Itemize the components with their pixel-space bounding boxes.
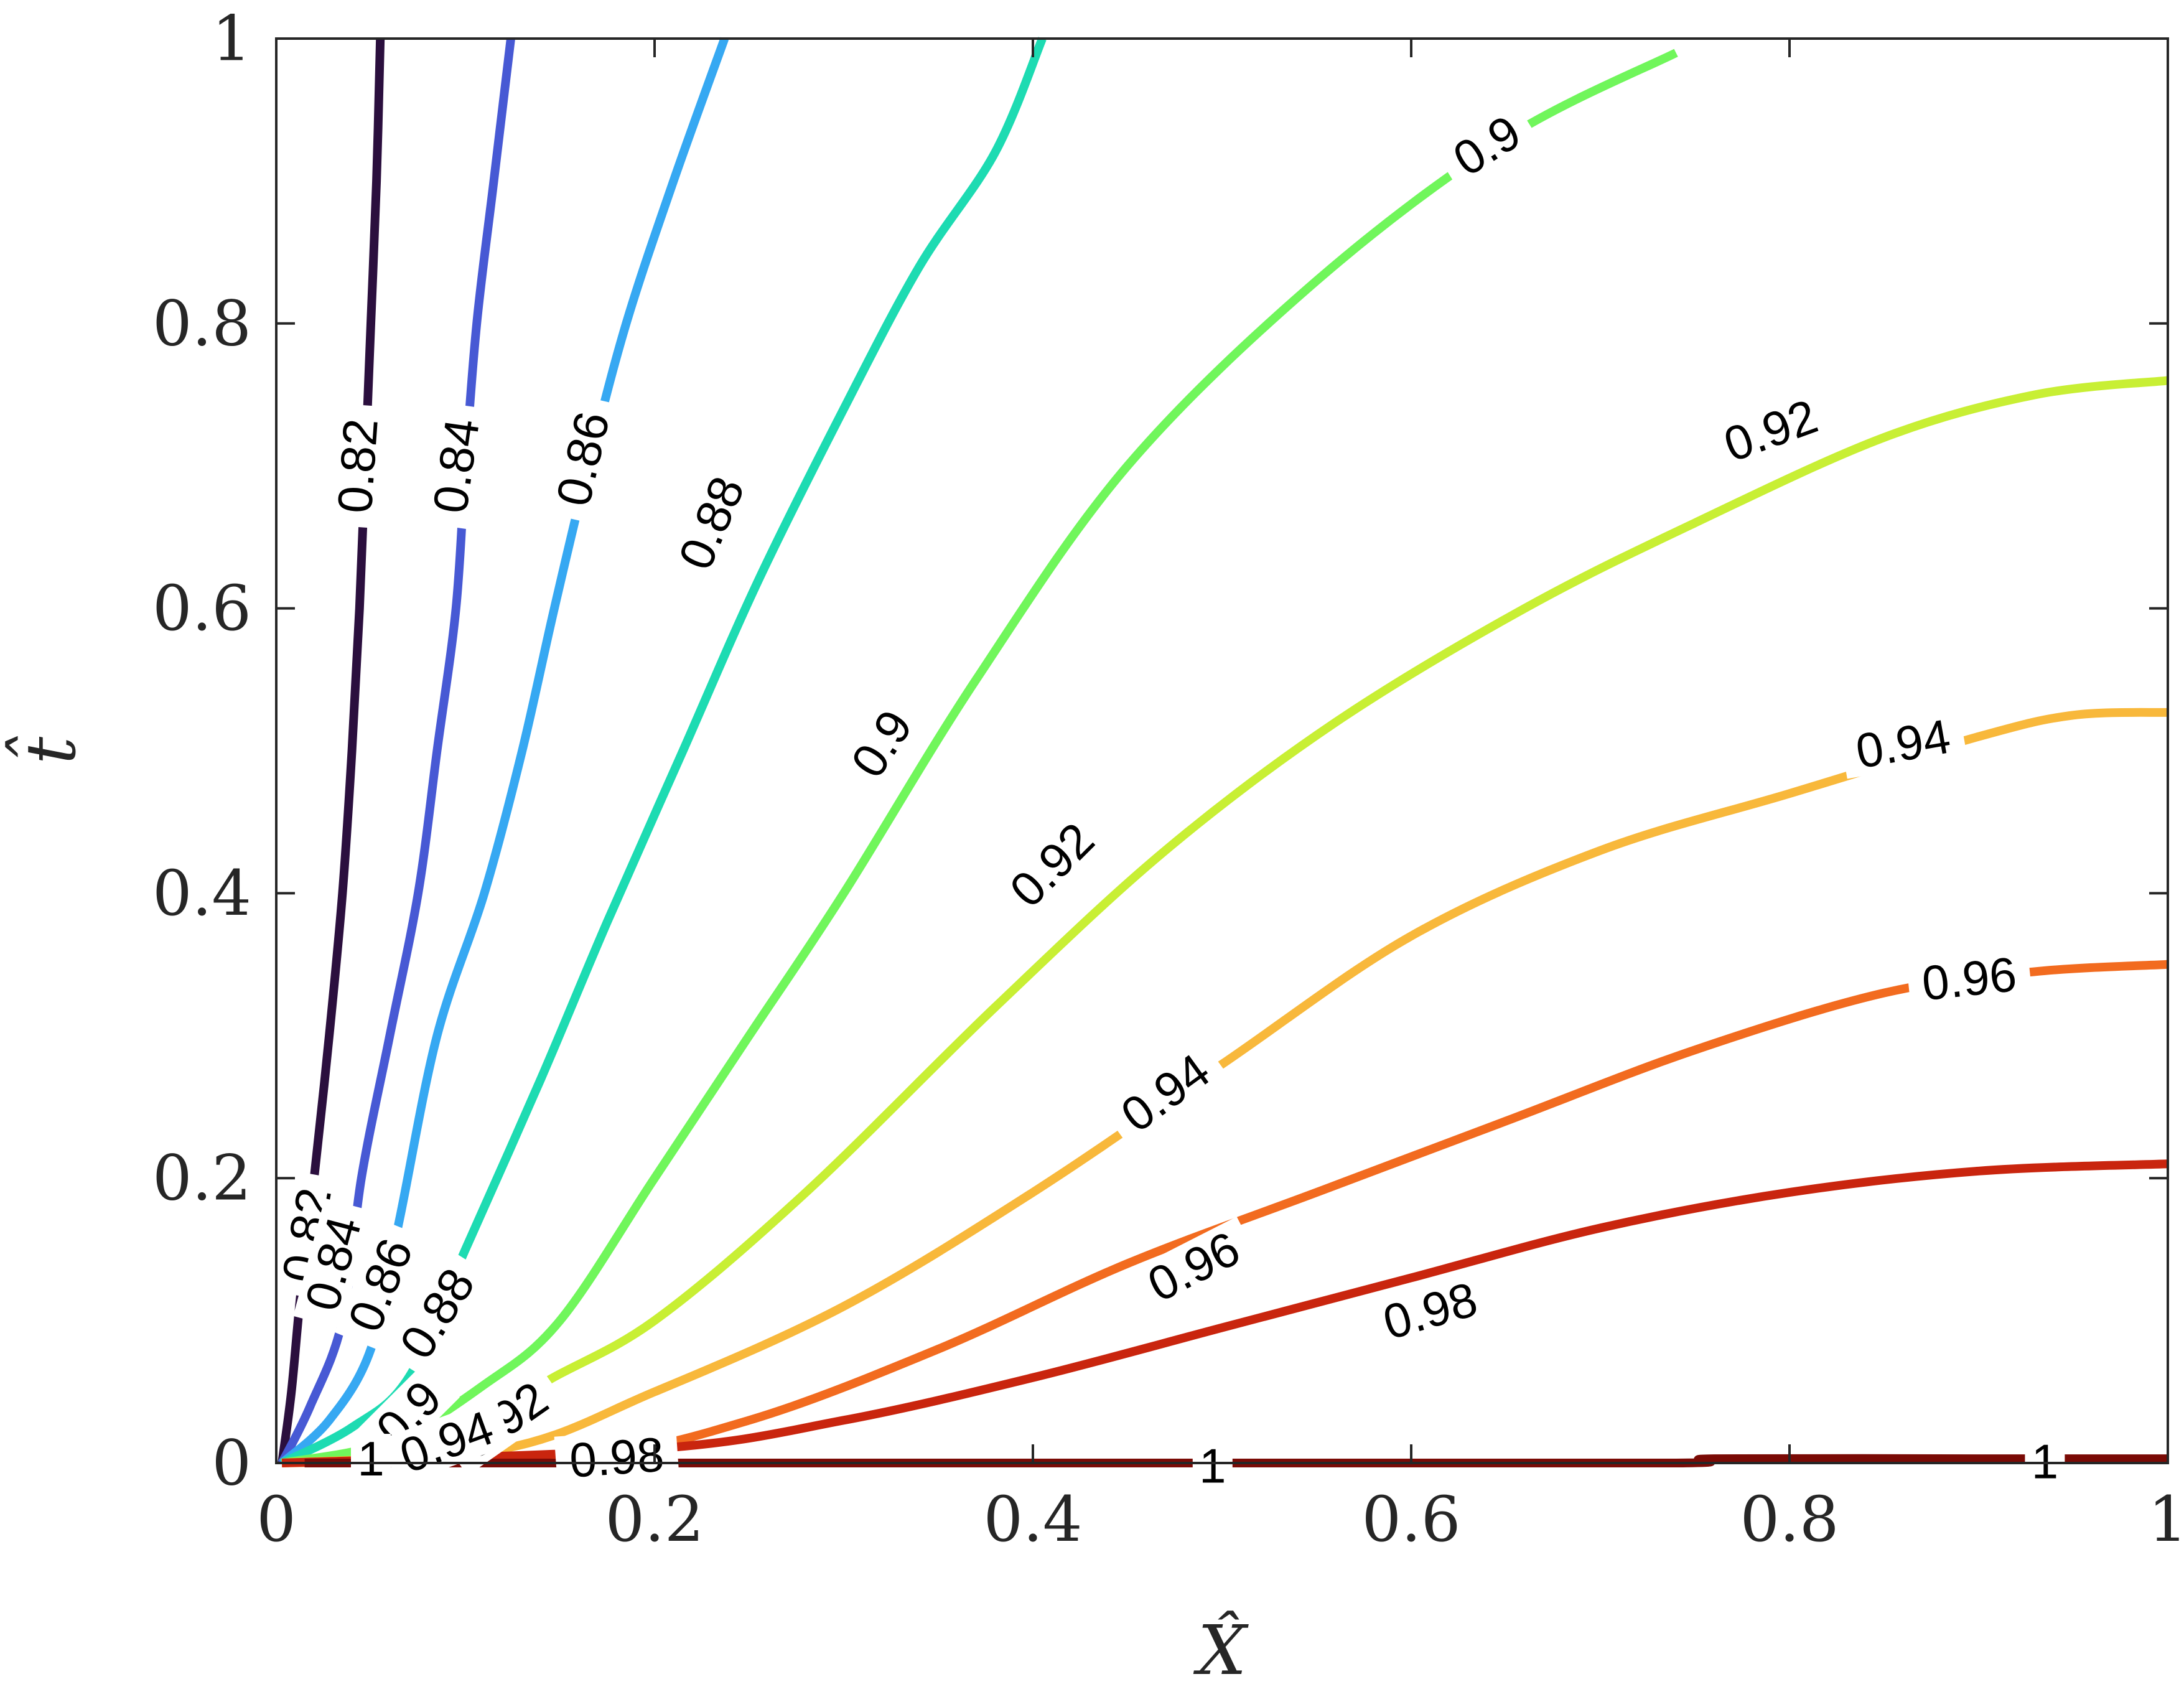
contour-label-0.94: 0.94 (1852, 709, 1954, 779)
contour-label-1: 1 (2032, 1434, 2058, 1489)
x-tick-label: 0.6 (1361, 1483, 1460, 1556)
contour-label-gap (1127, 1216, 1259, 1317)
x-axis-title: X̂ (1193, 1610, 1249, 1690)
contour-label-0.82: 0.82 (327, 417, 388, 515)
y-tick-label: 0.6 (152, 572, 251, 645)
y-tick-label: 1 (212, 2, 251, 75)
y-tick-label: 0.2 (152, 1142, 251, 1215)
contour-line-0.98 (281, 1159, 2168, 1467)
contour-label-gap (1433, 99, 1541, 192)
contour-label-gap (1101, 1036, 1230, 1149)
contour-label-0.98: 0.98 (567, 1427, 666, 1488)
contour-label-gap (834, 690, 928, 797)
contour-label-1: 1 (357, 1431, 384, 1486)
y-tick-label: 0 (212, 1427, 251, 1500)
contour-line-0.9 (281, 49, 1678, 1467)
axes-frame (275, 37, 2169, 1464)
contour-label-gap (293, 1198, 373, 1329)
contour-label-gap (991, 804, 1113, 926)
x-tick-label: 0 (256, 1483, 296, 1556)
contour-label-0.86: 0.86 (546, 406, 620, 511)
y-tick-label: 0.4 (152, 857, 251, 930)
contour-label-gap (422, 402, 490, 530)
contour-label-gap (665, 457, 758, 589)
axis-ticks: 0 0.2 0.4 0.6 0.8 1 0 0.2 0.4 0.6 0.8 1 (152, 2, 2184, 1556)
contour-label-gap (554, 1428, 679, 1487)
contour-label-1: 1 (1199, 1439, 1226, 1494)
contour-label-gap (383, 1248, 491, 1379)
contour-line-0.92 (281, 376, 2168, 1467)
contour-label-0.84: 0.84 (422, 415, 490, 517)
x-tick-label: 0.2 (605, 1483, 704, 1556)
contour-label-gap (328, 403, 387, 529)
x-tick-label: 1 (2148, 1483, 2184, 1556)
x-tick-label: 0.8 (1740, 1483, 1839, 1556)
contour-label-gap (1704, 386, 1837, 475)
contour-label-0.88: 0.88 (668, 469, 755, 577)
x-tick-label: 0.4 (983, 1483, 1082, 1556)
contour-label-gap (1838, 708, 1967, 779)
contour-label-gap (2025, 1436, 2065, 1487)
contour-label-gap (351, 1434, 391, 1484)
contour-label-gap (1192, 1441, 1233, 1491)
contour-label-0.96: 0.96 (1920, 947, 2019, 1011)
contour-label-gap (334, 1219, 426, 1351)
y-tick-label: 0.8 (152, 287, 251, 360)
contour-label-0.92: 0.92 (1717, 388, 1824, 472)
y-axis-title: t̂ (4, 736, 91, 765)
plot-area: 0.820.820.840.840.860.860.880.880.90.90.… (271, 37, 2168, 1494)
contour-label-gap (544, 393, 621, 524)
contour-label-gap (1365, 1269, 1496, 1352)
contour-line-0.96 (281, 960, 2168, 1467)
contour-label-gap (1906, 947, 2033, 1010)
contour-line-0.94 (281, 708, 2168, 1467)
